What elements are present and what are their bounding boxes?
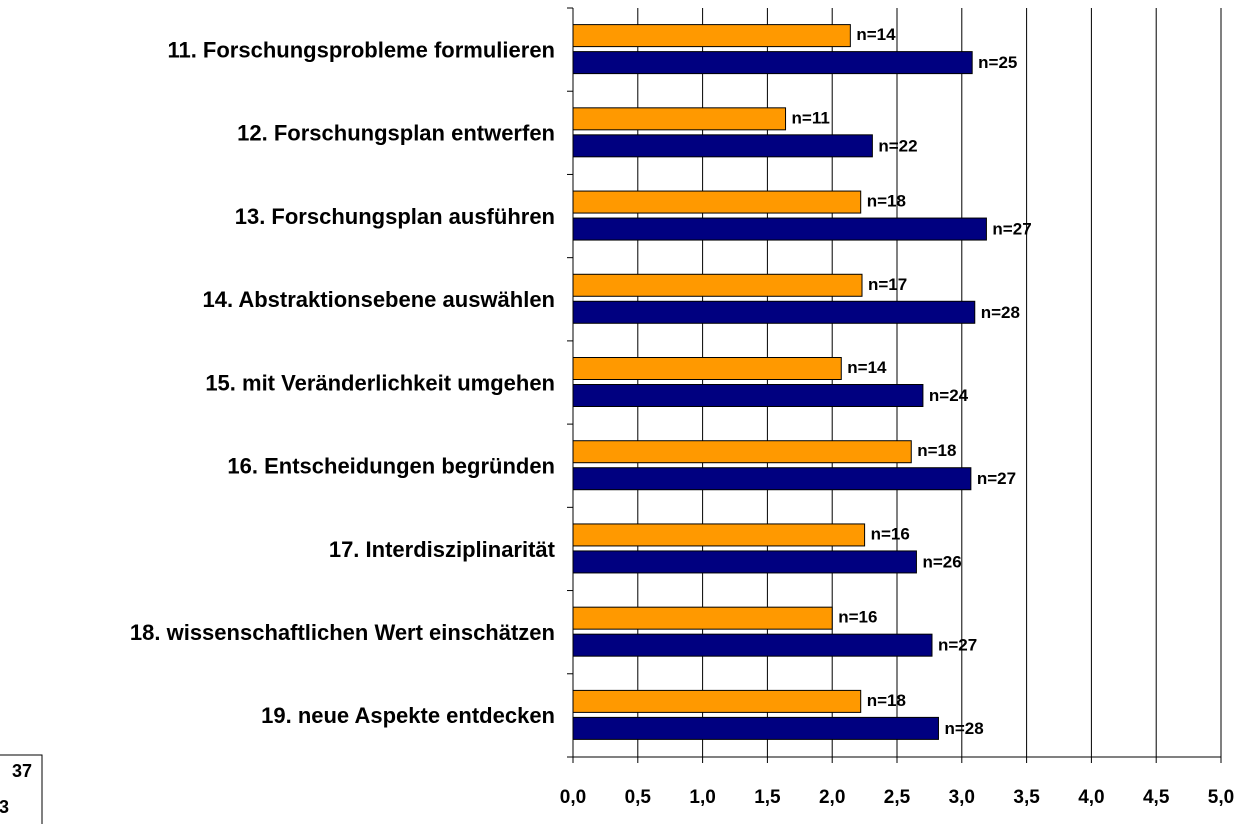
x-tick-label: 3,0 (949, 787, 975, 808)
bar-annotation: n=14 (847, 358, 887, 377)
bar-annotation: n=28 (981, 303, 1020, 322)
y-tick-label: 17. Interdisziplinarität (329, 537, 556, 562)
bar-annotation: n=27 (938, 636, 977, 655)
bar-annotation: n=16 (838, 608, 877, 627)
bar-annotation: n=17 (868, 275, 907, 294)
corner-box (0, 754, 43, 824)
bar (572, 467, 972, 491)
bar (572, 273, 863, 297)
bar (572, 716, 939, 740)
bar (572, 51, 973, 75)
y-tick-label: 14. Abstraktionsebene auswählen (202, 287, 555, 312)
bar (572, 440, 912, 464)
bar (572, 689, 862, 713)
bar-annotation: n=22 (878, 136, 917, 155)
bar-annotation: n=18 (867, 691, 906, 710)
bar-annotation: n=18 (917, 441, 956, 460)
x-tick-label: 1,5 (754, 787, 781, 808)
y-tick-label: 16. Entscheidungen begründen (227, 454, 555, 479)
bar (572, 633, 933, 657)
x-tick-label: 1,0 (689, 787, 715, 808)
bar-annotation: n=18 (867, 192, 906, 211)
bar-annotation: n=28 (944, 719, 983, 738)
bar (572, 300, 976, 324)
bar (572, 24, 851, 48)
bar-annotation: n=14 (856, 25, 896, 44)
bar (572, 134, 873, 158)
bar (572, 384, 924, 407)
bar (572, 190, 862, 214)
bar-annotation: n=24 (929, 386, 969, 405)
y-tick-label: 11. Forschungsprobleme formulieren (167, 37, 555, 62)
bar-annotation: n=25 (978, 53, 1017, 72)
x-tick-label: 4,0 (1078, 787, 1104, 808)
bar-annotation: n=27 (977, 469, 1016, 488)
bar (572, 606, 833, 630)
bar-annotation: n=27 (992, 220, 1031, 239)
bar-annotation: n=11 (792, 108, 830, 127)
bar (572, 217, 987, 241)
y-tick-label: 12. Forschungsplan entwerfen (237, 121, 555, 146)
x-tick-label: 2,0 (819, 787, 845, 808)
x-tick-label: 2,5 (884, 787, 911, 808)
bar (572, 107, 787, 131)
x-tick-label: 3,5 (1013, 787, 1040, 808)
y-tick-label: 13. Forschungsplan ausführen (235, 204, 555, 229)
x-tick-label: 0,5 (625, 787, 652, 808)
bar-annotation: n=26 (922, 552, 961, 571)
y-tick-label: 15. mit Veränderlichkeit umgehen (205, 370, 555, 395)
x-tick-label: 0,0 (560, 787, 586, 808)
y-tick-label: 18. wissenschaftlichen Wert einschätzen (130, 620, 555, 645)
y-tick-label: 19. neue Aspekte entdecken (261, 703, 555, 728)
x-tick-label: 4,5 (1143, 787, 1170, 808)
corner-text: 3 (0, 797, 9, 817)
bar (572, 357, 842, 380)
bar (572, 523, 866, 547)
bar (572, 550, 917, 574)
bar-annotation: n=16 (871, 524, 910, 543)
corner-text: 37 (12, 761, 32, 781)
x-tick-label: 5,0 (1208, 787, 1234, 808)
